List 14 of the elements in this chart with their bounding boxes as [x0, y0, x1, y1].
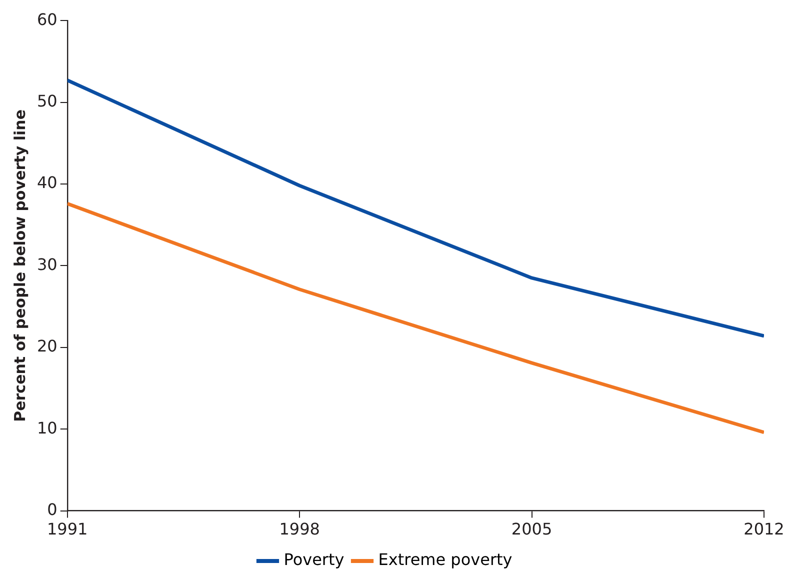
- y-tick-label: 30: [37, 254, 58, 274]
- y-axis-title: Percent of people below poverty line: [10, 110, 29, 422]
- y-tick-label: 0: [47, 500, 58, 519]
- legend-label: Poverty: [284, 550, 344, 570]
- x-tick-label: 1991: [47, 520, 88, 539]
- y-tick-label: 50: [37, 91, 58, 110]
- y-tick-label: 40: [37, 173, 58, 192]
- y-tick-label: 20: [37, 336, 58, 356]
- x-tick-label: 1998: [279, 520, 320, 539]
- y-tick-label: 60: [37, 10, 58, 29]
- x-tick-label: 2012: [744, 520, 784, 539]
- legend-label: Extreme poverty: [378, 550, 512, 570]
- x-tick-label: 2005: [511, 520, 552, 539]
- y-tick-label: 10: [37, 418, 58, 438]
